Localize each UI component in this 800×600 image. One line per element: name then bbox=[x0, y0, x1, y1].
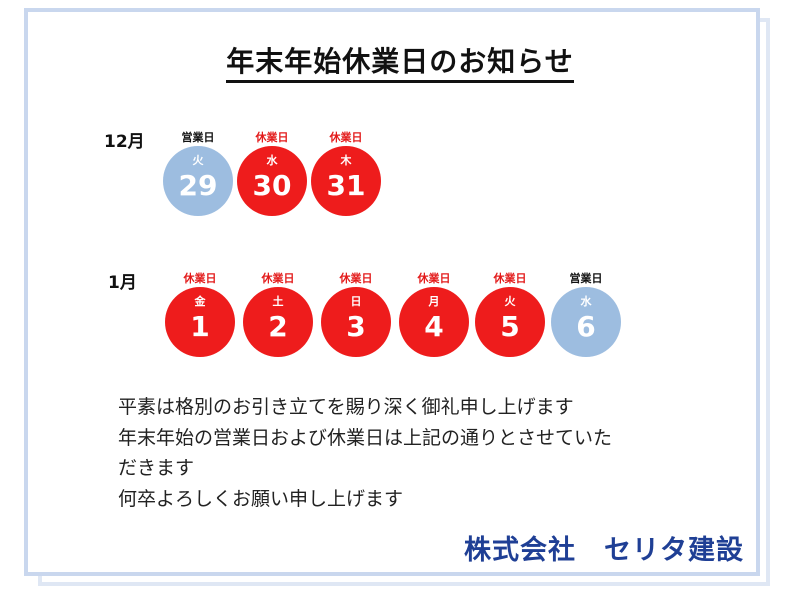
weekday-label: 火 bbox=[504, 295, 516, 308]
day-dec-30: 休業日 水 30 bbox=[236, 130, 308, 216]
weekday-label: 日 bbox=[350, 295, 362, 308]
month-label-january: 1月 bbox=[108, 273, 137, 293]
notice-frame bbox=[24, 8, 760, 576]
day-status: 営業日 bbox=[569, 272, 603, 285]
day-circle: 月 4 bbox=[399, 287, 469, 357]
day-number: 31 bbox=[326, 169, 366, 202]
day-number: 4 bbox=[424, 310, 444, 343]
day-circle: 火 29 bbox=[163, 146, 233, 216]
message-line: 平素は格別のお引き立てを賜り深く御礼申し上げます bbox=[118, 396, 574, 418]
day-status: 休業日 bbox=[417, 272, 451, 285]
month-label-december: 12月 bbox=[104, 132, 145, 152]
day-dec-29: 営業日 火 29 bbox=[162, 130, 234, 216]
day-status: 休業日 bbox=[183, 272, 217, 285]
day-dec-31: 休業日 木 31 bbox=[310, 130, 382, 216]
weekday-label: 水 bbox=[580, 295, 592, 308]
day-jan-1: 休業日 金 1 bbox=[164, 271, 236, 357]
day-number: 5 bbox=[500, 310, 520, 343]
day-status: 休業日 bbox=[329, 131, 363, 144]
day-jan-2: 休業日 土 2 bbox=[242, 271, 314, 357]
day-number: 6 bbox=[576, 310, 596, 343]
notice-message: 平素は格別のお引き立てを賜り深く御礼申し上げます 年末年始の営業日および休業日は… bbox=[118, 392, 612, 514]
message-line: だきます bbox=[118, 457, 195, 479]
notice-title-text: 年末年始休業日のお知らせ bbox=[226, 45, 574, 83]
day-status: 休業日 bbox=[339, 272, 373, 285]
weekday-label: 火 bbox=[192, 154, 204, 167]
day-status: 休業日 bbox=[493, 272, 527, 285]
weekday-label: 水 bbox=[266, 154, 278, 167]
message-line: 年末年始の営業日および休業日は上記の通りとさせていた bbox=[118, 426, 613, 449]
day-number: 29 bbox=[178, 169, 218, 202]
company-name: 株式会社 セリタ建設 bbox=[464, 535, 744, 566]
day-circle: 日 3 bbox=[321, 287, 391, 357]
day-circle: 木 31 bbox=[311, 146, 381, 216]
day-circle: 金 1 bbox=[165, 287, 235, 357]
weekday-label: 木 bbox=[340, 154, 352, 167]
day-jan-4: 休業日 月 4 bbox=[398, 271, 470, 357]
day-number: 1 bbox=[190, 310, 210, 343]
day-circle: 水 30 bbox=[237, 146, 307, 216]
day-jan-3: 休業日 日 3 bbox=[320, 271, 392, 357]
message-line: 何卒よろしくお願い申し上げます bbox=[118, 487, 404, 510]
weekday-label: 土 bbox=[272, 295, 284, 308]
day-number: 2 bbox=[268, 310, 288, 343]
day-circle: 土 2 bbox=[243, 287, 313, 357]
day-circle: 火 5 bbox=[475, 287, 545, 357]
day-number: 3 bbox=[346, 310, 366, 343]
day-status: 休業日 bbox=[261, 272, 295, 285]
day-status: 営業日 bbox=[181, 131, 215, 144]
notice-title: 年末年始休業日のお知らせ bbox=[0, 40, 800, 83]
day-status: 休業日 bbox=[255, 131, 289, 144]
day-circle: 水 6 bbox=[551, 287, 621, 357]
weekday-label: 金 bbox=[194, 295, 206, 308]
day-jan-6: 営業日 水 6 bbox=[550, 271, 622, 357]
day-jan-5: 休業日 火 5 bbox=[474, 271, 546, 357]
day-number: 30 bbox=[252, 169, 292, 202]
weekday-label: 月 bbox=[428, 295, 440, 308]
